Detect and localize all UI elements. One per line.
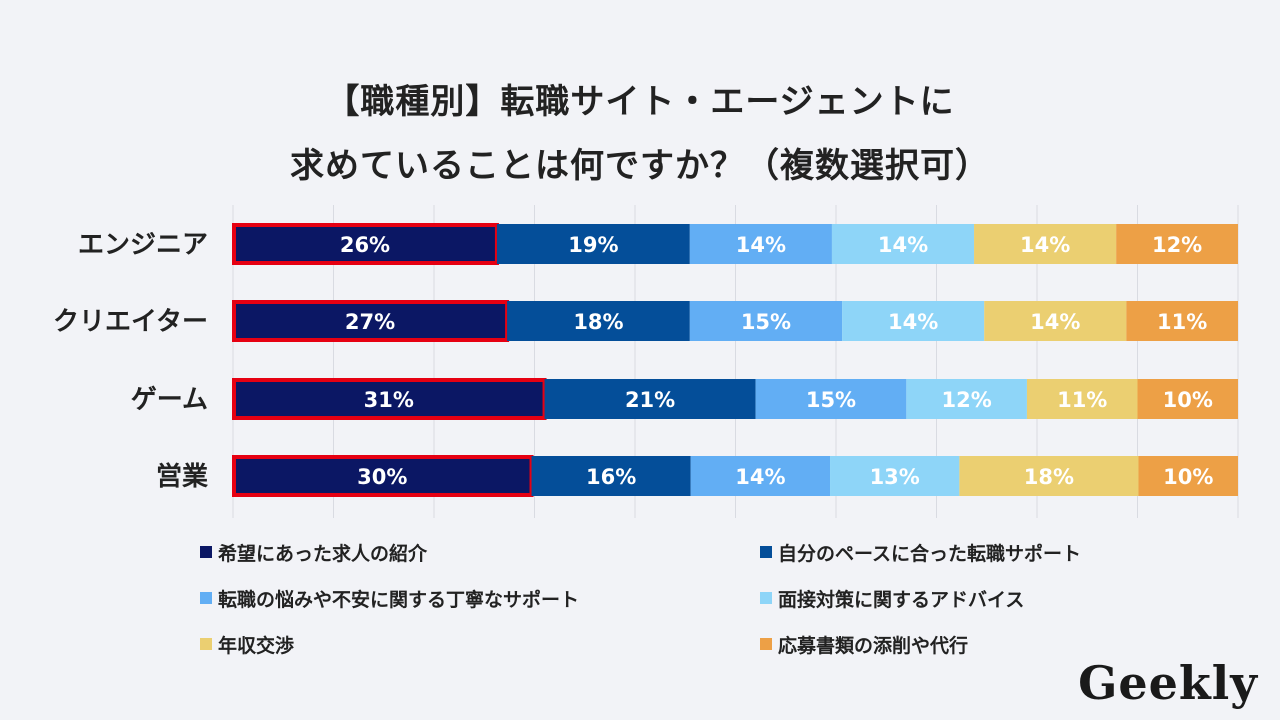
data-label: 10% [1163, 388, 1213, 412]
data-label: 13% [870, 465, 920, 489]
data-label: 14% [888, 310, 938, 334]
data-label: 19% [568, 233, 618, 257]
bar-segment [233, 301, 508, 341]
data-label: 14% [736, 233, 786, 257]
bar-segment [1026, 379, 1138, 419]
category-label: 営業 [156, 462, 208, 492]
category-label: クリエイター [53, 307, 208, 337]
bar-segment [831, 224, 975, 264]
legend-item: 転職の悩みや不安に関する丁寧なサポート [200, 586, 760, 611]
bar-segment [984, 301, 1127, 341]
bar-segment [689, 224, 832, 264]
bar-segment [496, 224, 690, 264]
bar-segment [233, 456, 532, 496]
legend-label: 応募書類の添削や代行 [778, 634, 969, 657]
bar-segment [689, 301, 843, 341]
data-label: 18% [1024, 465, 1074, 489]
bar-segment [690, 456, 831, 496]
chart-title-line1: 【職種別】転職サイト・エージェントに [325, 82, 955, 122]
legend-item: 応募書類の添削や代行 [760, 632, 1200, 657]
data-label: 12% [942, 388, 992, 412]
bar-segment [959, 456, 1139, 496]
data-label: 14% [1020, 233, 1070, 257]
legend-swatch [200, 546, 212, 558]
data-label: 26% [340, 233, 390, 257]
data-label: 15% [806, 388, 856, 412]
category-label: ゲーム [131, 385, 208, 415]
data-label: 18% [573, 310, 623, 334]
bar-segment [842, 301, 985, 341]
legend-item: 年収交渉 [200, 632, 760, 657]
data-label: 14% [735, 465, 785, 489]
data-label: 31% [364, 388, 414, 412]
bar-segment [507, 301, 690, 341]
bar-segment [1116, 224, 1238, 264]
legend-label: 自分のペースに合った転職サポート [778, 542, 1082, 565]
bar-segment [531, 456, 691, 496]
data-label: 16% [586, 465, 636, 489]
data-label: 27% [345, 310, 395, 334]
data-label: 11% [1057, 388, 1107, 412]
legend-item: 希望にあった求人の紹介 [200, 540, 760, 565]
data-label: 30% [357, 465, 407, 489]
bar-segment [1138, 456, 1238, 496]
bar-segment [906, 379, 1027, 419]
bar-segment [830, 456, 960, 496]
bar-segment [1126, 301, 1238, 341]
data-label: 11% [1157, 310, 1207, 334]
legend-swatch [760, 638, 772, 650]
data-label: 21% [625, 388, 675, 412]
bar-segment [233, 379, 545, 419]
data-label: 10% [1163, 465, 1213, 489]
chart-title-line2: 求めていることは何ですか？（複数選択可） [290, 146, 990, 186]
data-label: 14% [1030, 310, 1080, 334]
category-label: エンジニア [78, 230, 208, 260]
legend-swatch [760, 546, 772, 558]
bar-segment [233, 224, 497, 264]
bar-segment [1137, 379, 1238, 419]
data-label: 12% [1152, 233, 1202, 257]
legend-item: 面接対策に関するアドバイス [760, 586, 1200, 611]
data-label: 14% [878, 233, 928, 257]
legend-label: 面接対策に関するアドバイス [778, 588, 1025, 611]
bar-segment [974, 224, 1117, 264]
legend-label: 転職の悩みや不安に関する丁寧なサポート [218, 588, 580, 611]
legend-label: 年収交渉 [218, 634, 295, 657]
geekly-logo: Geekly [1078, 656, 1258, 710]
legend-label: 希望にあった求人の紹介 [218, 542, 428, 565]
bar-segment [755, 379, 907, 419]
chart-legend: 希望にあった求人の紹介 自分のペースに合った転職サポート転職の悩みや不安に関する丁… [200, 540, 1200, 657]
bar-segment [544, 379, 756, 419]
data-label: 15% [741, 310, 791, 334]
legend-swatch [200, 638, 212, 650]
legend-item: 自分のペースに合った転職サポート [760, 540, 1200, 565]
legend-swatch [200, 592, 212, 604]
legend-swatch [760, 592, 772, 604]
